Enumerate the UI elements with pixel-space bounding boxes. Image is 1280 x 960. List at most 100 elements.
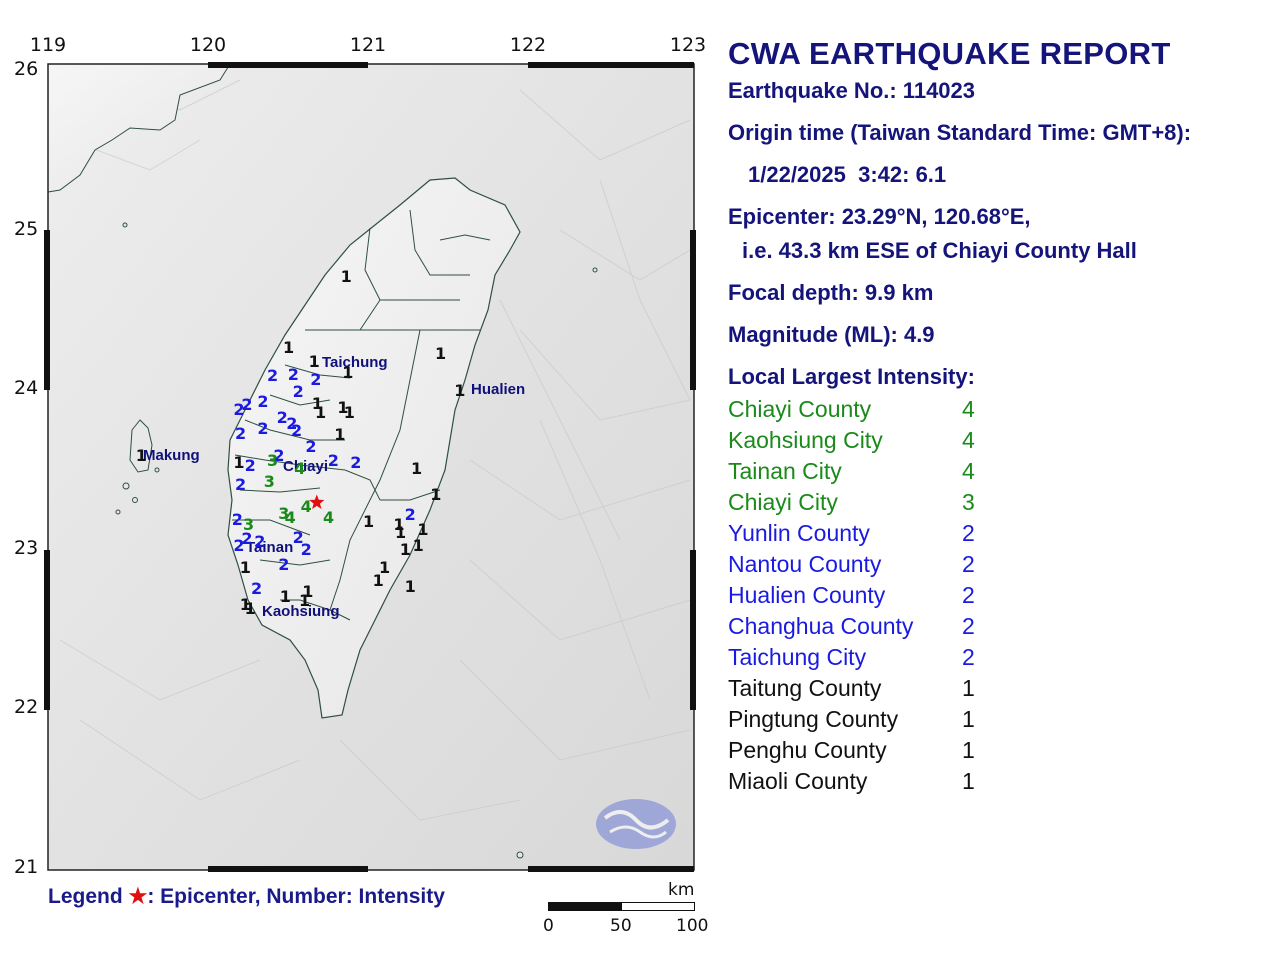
magnitude: Magnitude (ML): 4.9	[728, 322, 935, 347]
region-intensity: 2	[962, 551, 975, 577]
mainland-coast	[47, 63, 231, 193]
origin-time-label: Origin time (Taiwan Standard Time: GMT+8…	[728, 120, 1192, 145]
intensity-value: 1	[244, 599, 256, 619]
intensity-value: 1	[337, 398, 349, 418]
earthquake-map: 119 120 121 122 123 26 25 24 23 22 21 Taichung Hua…	[14, 34, 708, 940]
city-label-taichung: Taichung	[322, 354, 388, 371]
intensity-value: 2	[292, 382, 304, 402]
intensity-value: 2	[241, 529, 253, 549]
intensity-value: 1	[435, 344, 447, 364]
intensity-row: Nantou County 2	[728, 549, 1268, 580]
intensity-value: 2	[287, 364, 299, 384]
latitude-label: 26	[14, 58, 39, 80]
intensity-value: 2	[267, 366, 279, 386]
region-name: Yunlin County	[728, 520, 870, 546]
scale-segment-white	[621, 902, 695, 911]
region-name: Changhua County	[728, 613, 914, 639]
region-intensity: 4	[962, 427, 975, 453]
intensity-row: Changhua County 2	[728, 611, 1268, 642]
intensity-value: 1	[239, 557, 251, 577]
intensity-value: 2	[291, 420, 303, 440]
intensity-value: 1	[279, 586, 291, 606]
longitude-label: 122	[509, 34, 547, 56]
intensity-value: 1	[411, 459, 423, 478]
intensity-row: Yunlin County 2	[728, 518, 1268, 549]
intensity-row: Hualien County 2	[728, 580, 1268, 611]
region-name: Taichung City	[728, 644, 867, 670]
city-label-hualien: Hualien	[471, 381, 526, 398]
terrain-relief	[59, 79, 691, 821]
intensity-value: 2	[241, 395, 253, 415]
intensity-value: 1	[379, 557, 391, 577]
intensity-row: Taitung County 1	[728, 673, 1268, 704]
map-frame	[47, 63, 695, 871]
intensity-value: 2	[300, 540, 312, 560]
region-name: Taitung County	[728, 675, 882, 701]
penghu-islands	[115, 419, 160, 515]
intensity-list: Chiayi County 4 Kaohsiung City 4 Tainan City…	[728, 394, 1268, 797]
intensity-row: Tainan City 4	[728, 456, 1268, 487]
taiwan-island	[227, 177, 521, 719]
intensity-value: 2	[231, 510, 243, 530]
intensity-value: 2	[244, 455, 256, 475]
intensity-value: 4	[300, 497, 312, 517]
intensity-value: 2	[233, 399, 245, 419]
scale-unit: km	[668, 880, 695, 900]
scale-segment-black	[548, 902, 621, 911]
intensity-value: 1	[311, 393, 323, 413]
intensity-row: Chiayi County 4	[728, 394, 1268, 425]
intensity-value: 1	[393, 514, 405, 534]
scale-bar: km 0 50 100	[543, 880, 708, 940]
region-intensity: 1	[962, 768, 975, 794]
longitude-label: 120	[189, 34, 227, 56]
intensity-value: 1	[334, 425, 346, 445]
region-intensity: 1	[962, 675, 975, 701]
intensity-value: 1	[412, 535, 424, 555]
intensity-header: Local Largest Intensity:	[728, 364, 975, 389]
report-panel: CWA EARTHQUAKE REPORT Earthquake No.: 11…	[728, 36, 1268, 797]
intensity-value: 2	[327, 451, 339, 471]
region-intensity: 2	[962, 582, 975, 608]
city-label-chiayi: Chiayi	[283, 458, 329, 475]
intensity-value: 4	[284, 508, 296, 528]
latitude-label: 24	[14, 377, 39, 400]
region-name: Pingtung County	[728, 706, 899, 732]
latitude-label: 23	[14, 536, 39, 559]
intensity-value: 1	[340, 267, 352, 287]
focal-depth: Focal depth: 9.9 km	[728, 280, 934, 305]
intensity-row: Kaohsiung City 4	[728, 425, 1268, 456]
intensity-row: Miaoli County 1	[728, 766, 1268, 797]
intensity-value: 4	[294, 459, 306, 478]
intensity-row: Taichung City 2	[728, 642, 1268, 673]
intensity-value: 1	[283, 337, 295, 357]
epicenter-marker	[309, 494, 325, 509]
region-name: Chiayi County	[728, 396, 872, 422]
intensity-value: 2	[273, 446, 285, 466]
intensity-value: 3	[278, 503, 290, 523]
intensity-value: 1	[395, 522, 407, 542]
intensity-value: 2	[286, 414, 298, 434]
intensity-value: 2	[310, 369, 322, 389]
latitude-label: 25	[14, 217, 39, 240]
minor-islands	[122, 222, 598, 859]
region-name: Hualien County	[728, 582, 886, 608]
intensity-value: 3	[267, 451, 279, 471]
intensity-value: 1	[454, 380, 466, 400]
region-name: Chiayi City	[728, 489, 838, 515]
region-intensity: 2	[962, 613, 975, 639]
region-intensity: 1	[962, 706, 975, 732]
intensity-value: 2	[404, 505, 416, 525]
intensity-value: 2	[276, 407, 288, 427]
intensity-value: 1	[399, 540, 411, 560]
scale-tick-50: 50	[610, 916, 632, 936]
intensity-row: Penghu County 1	[728, 735, 1268, 766]
region-intensity: 2	[962, 520, 975, 546]
intensity-value: 1	[363, 511, 375, 531]
origin-time-value: 1/22/2025 3:42: 6.1	[748, 162, 947, 187]
intensity-value: 2	[251, 578, 263, 598]
region-name: Kaohsiung City	[728, 427, 883, 453]
region-name: Tainan City	[728, 458, 842, 484]
intensity-value: 2	[350, 452, 362, 472]
legend-label: Legend	[48, 885, 123, 908]
intensity-row: Chiayi City 3	[728, 487, 1268, 518]
